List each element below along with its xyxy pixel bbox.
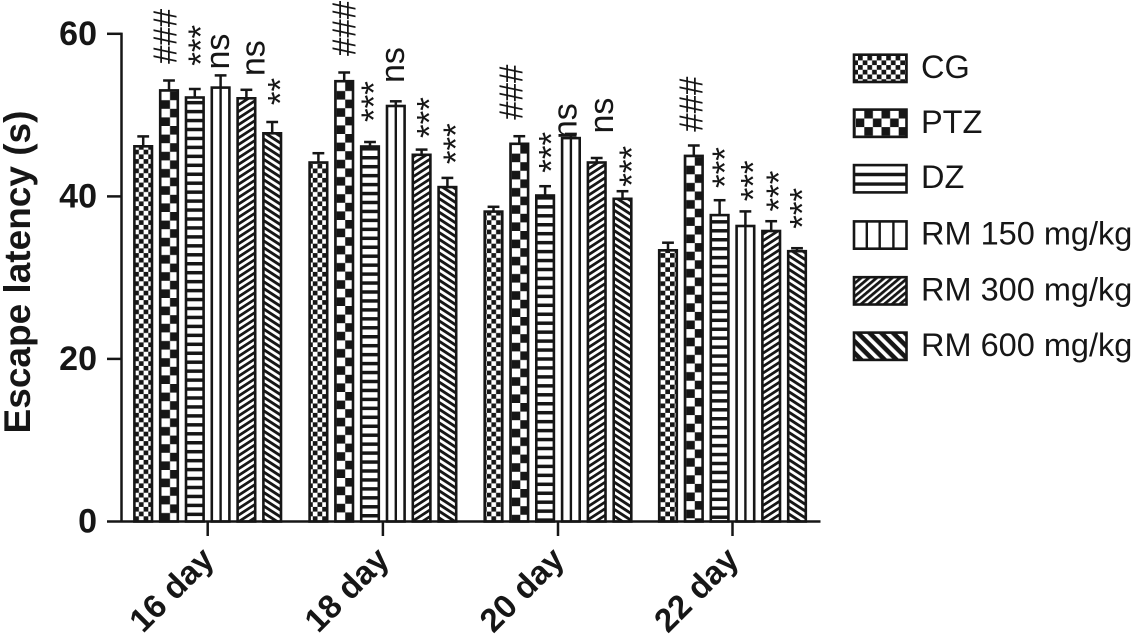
svg-text:ns: ns bbox=[235, 40, 273, 76]
svg-text:###: ### bbox=[672, 76, 709, 132]
svg-text:RM 600 mg/kg: RM 600 mg/kg bbox=[921, 327, 1132, 363]
svg-text:DZ: DZ bbox=[921, 159, 964, 195]
svg-text:RM 300 mg/kg: RM 300 mg/kg bbox=[921, 271, 1132, 307]
svg-text:***: *** bbox=[533, 131, 572, 172]
svg-text:60: 60 bbox=[59, 15, 97, 53]
svg-text:###: ### bbox=[493, 64, 530, 120]
svg-text:***: *** bbox=[182, 24, 221, 65]
svg-text:ns: ns bbox=[583, 98, 621, 134]
svg-text:PTZ: PTZ bbox=[921, 104, 982, 140]
svg-text:***: *** bbox=[735, 160, 774, 201]
svg-text:Escape latency (s): Escape latency (s) bbox=[0, 111, 38, 434]
svg-text:**: ** bbox=[262, 77, 301, 105]
svg-text:ns: ns bbox=[546, 103, 584, 139]
svg-text:ns: ns bbox=[199, 34, 237, 70]
svg-text:***: *** bbox=[760, 170, 799, 211]
svg-text:0: 0 bbox=[78, 503, 97, 541]
svg-text:***: *** bbox=[784, 188, 823, 229]
svg-text:***: *** bbox=[411, 97, 450, 138]
svg-text:ns: ns bbox=[374, 47, 412, 83]
svg-text:***: *** bbox=[613, 146, 652, 187]
svg-text:###: ### bbox=[325, 0, 362, 56]
svg-text:***: *** bbox=[706, 147, 745, 188]
svg-text:***: *** bbox=[437, 123, 476, 164]
svg-text:RM 150 mg/kg: RM 150 mg/kg bbox=[921, 216, 1132, 252]
svg-text:***: *** bbox=[355, 81, 394, 122]
svg-text:20: 20 bbox=[59, 340, 97, 378]
svg-text:40: 40 bbox=[59, 177, 97, 215]
svg-text:###: ### bbox=[147, 8, 184, 64]
svg-text:CG: CG bbox=[921, 49, 970, 85]
